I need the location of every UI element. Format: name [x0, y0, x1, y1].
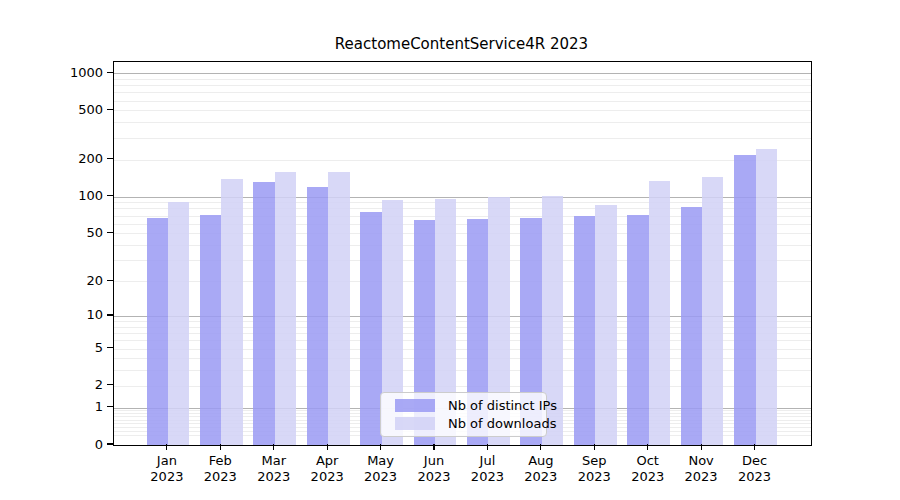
legend-label: Nb of distinct IPs — [448, 398, 557, 413]
x-tick-label: Dec2023 — [723, 453, 787, 484]
bar-downloads — [649, 181, 670, 445]
y-tickmark — [107, 384, 113, 385]
y-tick-label: 1 — [37, 399, 103, 414]
x-tickmark — [701, 444, 702, 450]
legend-swatch — [395, 399, 435, 412]
x-tickmark — [220, 444, 221, 450]
bar-downloads — [702, 177, 723, 445]
bar-distinct-ips — [307, 187, 328, 445]
x-tickmark — [487, 444, 488, 450]
y-tickmark — [107, 314, 113, 315]
legend-item: Nb of distinct IPs — [395, 398, 546, 413]
y-tickmark — [107, 280, 113, 281]
minor-gridline — [114, 122, 811, 123]
y-tick-label: 10 — [37, 307, 103, 322]
bar-distinct-ips — [681, 207, 702, 445]
x-tick-year: 2023 — [723, 469, 787, 485]
x-tickmark — [380, 444, 381, 450]
x-tickmark — [754, 444, 755, 450]
y-tick-label: 500 — [37, 102, 103, 117]
bar-distinct-ips — [200, 215, 221, 445]
y-tickmark — [107, 158, 113, 159]
y-tickmark — [107, 406, 113, 407]
legend: Nb of distinct IPs Nb of downloads — [380, 392, 547, 437]
minor-gridline — [114, 101, 811, 102]
y-tick-label: 2 — [37, 377, 103, 392]
chart-title: ReactomeContentService4R 2023 — [113, 35, 810, 55]
y-tickmark — [107, 72, 113, 73]
legend-label: Nb of downloads — [448, 416, 556, 431]
bar-downloads — [168, 202, 189, 445]
y-tick-label: 200 — [37, 151, 103, 166]
minor-gridline — [114, 85, 811, 86]
y-tick-label: 20 — [37, 273, 103, 288]
x-tickmark — [327, 444, 328, 450]
y-tick-label: 0 — [37, 437, 103, 452]
x-tickmark — [273, 444, 274, 450]
y-tick-label: 50 — [37, 225, 103, 240]
bar-distinct-ips — [627, 215, 648, 445]
y-tickmark — [107, 232, 113, 233]
x-tickmark — [647, 444, 648, 450]
y-tick-label: 1000 — [37, 65, 103, 80]
bar-distinct-ips — [360, 212, 381, 445]
minor-gridline — [114, 138, 811, 139]
legend-item: Nb of downloads — [395, 416, 546, 431]
y-tickmark — [107, 109, 113, 110]
plot-area — [113, 61, 812, 446]
y-tick-label: 100 — [37, 188, 103, 203]
y-tickmark — [107, 347, 113, 348]
x-tickmark — [433, 444, 434, 450]
legend-swatch — [395, 417, 435, 430]
bar-downloads — [328, 172, 349, 445]
minor-gridline — [114, 160, 811, 161]
minor-gridline — [114, 92, 811, 93]
x-tickmark — [594, 444, 595, 450]
bar-downloads — [595, 205, 616, 445]
minor-gridline — [114, 110, 811, 111]
bar-distinct-ips — [147, 218, 168, 445]
bar-distinct-ips — [253, 182, 274, 445]
bar-downloads — [275, 172, 296, 445]
y-tickmark — [107, 443, 113, 444]
bar-downloads — [756, 149, 777, 445]
bar-distinct-ips — [574, 216, 595, 445]
x-tickmark — [166, 444, 167, 450]
figure: ReactomeContentService4R 2023 0 1 2 5 10 20 50… — [0, 0, 900, 500]
x-tick-month: Dec — [723, 453, 787, 469]
major-gridline — [114, 73, 811, 74]
x-tickmark — [540, 444, 541, 450]
bar-distinct-ips — [734, 155, 755, 445]
y-tick-label: 5 — [37, 340, 103, 355]
minor-gridline — [114, 79, 811, 80]
bar-downloads — [221, 179, 242, 445]
y-tickmark — [107, 195, 113, 196]
